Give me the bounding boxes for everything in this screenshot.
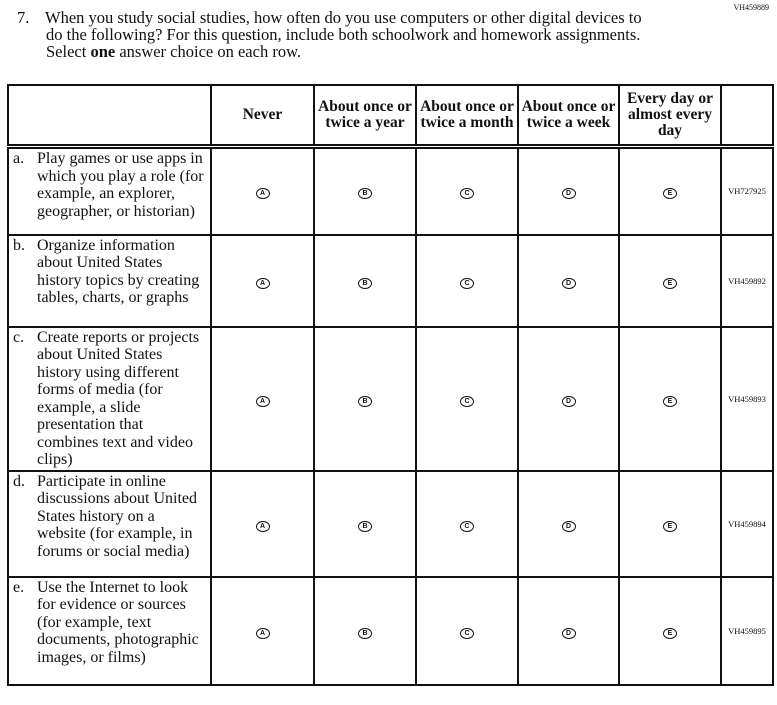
row-letter: d. xyxy=(13,472,25,490)
answer-cell: B xyxy=(313,145,417,236)
table-row: b. Organize information about United Stat… xyxy=(7,233,774,328)
row-text: Play games or use apps in which you play… xyxy=(37,150,204,220)
row-text: Create reports or projects about United … xyxy=(37,328,200,469)
answer-cell: C xyxy=(415,575,519,686)
answer-cell: A xyxy=(210,469,315,578)
row-letter: b. xyxy=(13,236,25,254)
answer-bubble-a[interactable]: A xyxy=(255,277,270,289)
row-id: VH459895 xyxy=(720,575,774,686)
table-row: a. Play games or use apps in which you pl… xyxy=(7,145,774,236)
answer-bubble-b[interactable]: B xyxy=(358,188,372,200)
answer-bubble-c[interactable]: C xyxy=(460,395,474,407)
answer-cell: E xyxy=(618,325,722,472)
answer-bubble-e[interactable]: E xyxy=(663,188,677,200)
answer-cell: D xyxy=(517,469,620,578)
row-item: c. Create reports or projects about Unite… xyxy=(7,325,212,472)
row-letter: e. xyxy=(13,578,25,596)
column-header: About once or twice a year xyxy=(313,84,417,149)
row-id: VH459894 xyxy=(720,469,774,578)
answer-bubble-b[interactable]: B xyxy=(358,627,372,639)
column-header: Every day or almost every day xyxy=(618,84,722,149)
answer-bubble-a[interactable]: A xyxy=(255,627,270,639)
answer-cell: E xyxy=(618,233,722,328)
answer-bubble-a[interactable]: A xyxy=(255,188,270,200)
row-id: VH727925 xyxy=(720,145,774,236)
answer-bubble-c[interactable]: C xyxy=(460,188,474,200)
answer-cell: C xyxy=(415,233,519,328)
column-header: About once or twice a month xyxy=(415,84,519,149)
answer-bubble-d[interactable]: D xyxy=(561,395,576,407)
row-text: Participate in online discussions about … xyxy=(37,472,197,560)
row-letter: a. xyxy=(13,150,25,167)
answer-bubble-a[interactable]: A xyxy=(255,520,270,532)
row-letter: c. xyxy=(13,328,25,346)
question-text: When you study social studies, how often… xyxy=(45,8,642,61)
answer-cell: B xyxy=(313,469,417,578)
column-header: About once or twice a week xyxy=(517,84,620,149)
row-item: a. Play games or use apps in which you pl… xyxy=(7,145,212,236)
question-id: VH459889 xyxy=(733,3,769,12)
question-number: 7. xyxy=(17,8,30,27)
header-id-blank xyxy=(720,84,774,149)
answer-bubble-d[interactable]: D xyxy=(561,188,576,200)
answer-bubble-b[interactable]: B xyxy=(358,277,372,289)
answer-bubble-e[interactable]: E xyxy=(663,395,677,407)
answer-cell: A xyxy=(210,325,315,472)
question-emphasis: one xyxy=(90,42,116,61)
answer-cell: A xyxy=(210,145,315,236)
answer-cell: A xyxy=(210,575,315,686)
row-text: Use the Internet to look for evidence or… xyxy=(37,578,199,666)
row-item: e. Use the Internet to look for evidence … xyxy=(7,575,212,686)
table-row: d. Participate in online discussions abou… xyxy=(7,469,774,578)
row-id: VH459893 xyxy=(720,325,774,472)
answer-cell: C xyxy=(415,469,519,578)
answer-cell: D xyxy=(517,145,620,236)
answer-bubble-c[interactable]: C xyxy=(460,277,474,289)
row-id: VH459892 xyxy=(720,233,774,328)
row-item: b. Organize information about United Stat… xyxy=(7,233,212,328)
table-row: c. Create reports or projects about Unite… xyxy=(7,325,774,472)
answer-bubble-c[interactable]: C xyxy=(460,520,474,532)
question-prompt: 7. When you study social studies, how of… xyxy=(17,9,657,60)
answer-bubble-b[interactable]: B xyxy=(358,395,372,407)
answer-bubble-c[interactable]: C xyxy=(460,627,474,639)
column-header: Never xyxy=(210,84,315,149)
answer-bubble-d[interactable]: D xyxy=(561,627,576,639)
answer-cell: A xyxy=(210,233,315,328)
answer-cell: E xyxy=(618,469,722,578)
answer-cell: D xyxy=(517,233,620,328)
answer-bubble-e[interactable]: E xyxy=(663,627,677,639)
answer-bubble-b[interactable]: B xyxy=(358,520,372,532)
answer-cell: E xyxy=(618,145,722,236)
row-text: Organize information about United States… xyxy=(37,236,200,307)
answer-cell: C xyxy=(415,325,519,472)
table-row: e. Use the Internet to look for evidence … xyxy=(7,575,774,686)
answer-bubble-e[interactable]: E xyxy=(663,277,677,289)
answer-cell: B xyxy=(313,575,417,686)
response-grid: Never About once or twice a year About onc… xyxy=(7,84,774,686)
answer-cell: B xyxy=(313,233,417,328)
answer-cell: C xyxy=(415,145,519,236)
row-item: d. Participate in online discussions abou… xyxy=(7,469,212,578)
answer-bubble-a[interactable]: A xyxy=(255,395,270,407)
answer-cell: D xyxy=(517,325,620,472)
answer-cell: E xyxy=(618,575,722,686)
answer-bubble-d[interactable]: D xyxy=(561,277,576,289)
answer-bubble-d[interactable]: D xyxy=(561,520,576,532)
answer-cell: D xyxy=(517,575,620,686)
answer-cell: B xyxy=(313,325,417,472)
answer-bubble-e[interactable]: E xyxy=(663,520,677,532)
header-blank xyxy=(7,84,212,149)
question-text-end: answer choice on each row. xyxy=(115,42,302,61)
